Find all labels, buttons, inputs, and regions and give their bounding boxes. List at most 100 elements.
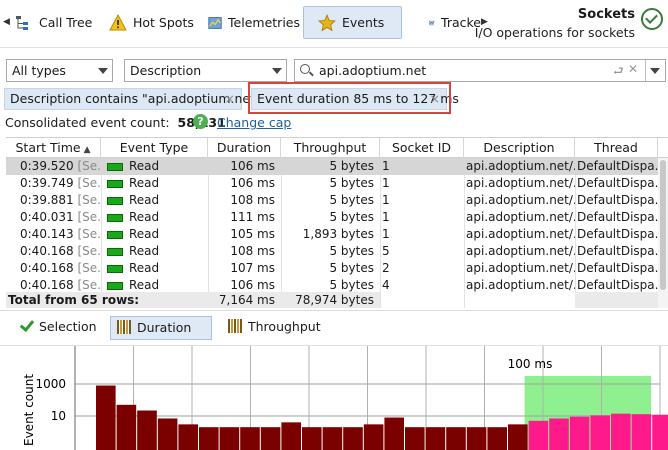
filter-chip-duration[interactable]: Event duration 85 ms to 127 ms × xyxy=(251,88,459,110)
column-header-description[interactable]: Description xyxy=(464,138,575,158)
histogram-bar[interactable] xyxy=(466,427,487,450)
filter-search-value: api.adoptium.net xyxy=(319,63,427,78)
start-time-tag: [Se... xyxy=(77,244,102,258)
histogram-bar[interactable] xyxy=(528,420,549,450)
table-row[interactable]: 0:39.881 [Se... Read 108 ms 5 bytes 1 api.ado… xyxy=(6,192,658,209)
cell-throughput: 1,893 bytes xyxy=(302,227,374,241)
histogram-bar[interactable] xyxy=(384,417,404,450)
view-tab-bar: ◀ Call Tree Hot Spots Telemetries Events… xyxy=(0,0,668,47)
column-header-thread[interactable]: Thread xyxy=(575,138,658,158)
cell-desc: api.adoptium.net/... xyxy=(466,193,575,207)
histogram-bar[interactable] xyxy=(302,427,322,450)
filter-chip-label: Event duration 85 ms to 127 ms xyxy=(257,91,459,106)
table-row[interactable]: 0:39.749 [Se... Read 106 ms 5 bytes 1 api.ado… xyxy=(6,175,658,192)
tab-call-tree[interactable]: Call Tree xyxy=(11,6,101,39)
histogram-bar[interactable] xyxy=(322,427,343,450)
event-type-color-icon xyxy=(107,231,123,239)
histogram-bar[interactable] xyxy=(343,427,363,450)
tab-telemetries[interactable]: Telemetries xyxy=(204,6,300,39)
histogram-bar[interactable] xyxy=(446,427,466,450)
column-header-socket-id[interactable]: Socket ID xyxy=(380,138,464,158)
table-row[interactable]: 0:40.168 [Se... Read 107 ms 5 bytes 2 api.ado… xyxy=(6,260,658,277)
total-duration: 7,164 ms xyxy=(218,293,275,307)
histogram-bar[interactable] xyxy=(425,427,446,450)
histogram-bar[interactable] xyxy=(508,424,528,450)
histogram-bar[interactable] xyxy=(405,427,425,450)
histogram-bar[interactable] xyxy=(199,427,219,450)
event-type-value: Read xyxy=(129,227,160,241)
toggle-duration[interactable]: Duration xyxy=(110,316,212,340)
cell-thread: DefaultDispa... xyxy=(577,244,658,258)
cell-thread: DefaultDispa... xyxy=(577,278,658,292)
y-axis-label: Event count xyxy=(22,374,36,446)
histogram-bar[interactable] xyxy=(178,424,198,450)
scroll-right-icon[interactable]: ▶ xyxy=(481,17,488,27)
column-header-event-type[interactable]: Event Type xyxy=(101,138,208,158)
histogram-bar[interactable] xyxy=(487,427,507,450)
histogram-bar[interactable] xyxy=(652,414,668,450)
table-header: Start Time ▲ Event Type Duration Throughp… xyxy=(6,138,668,158)
table-scrollbar[interactable] xyxy=(658,158,668,308)
remove-filter-icon[interactable]: × xyxy=(224,91,235,106)
column-header-start-time[interactable]: Start Time ▲ xyxy=(6,138,101,158)
scroll-left-icon[interactable]: ◀ xyxy=(3,17,10,27)
duration-histogram[interactable]: Event count 1000 10 100 ms xyxy=(0,346,668,450)
filter-chip-description[interactable]: Description contains "api.adoptium.net" … xyxy=(4,88,261,110)
histogram-bar[interactable] xyxy=(116,404,137,450)
remove-filter-icon[interactable]: × xyxy=(429,91,440,106)
histogram-bar[interactable] xyxy=(281,422,301,450)
toggle-selection[interactable]: Selection xyxy=(14,316,100,340)
clear-search-icon[interactable]: ✕ xyxy=(628,62,639,76)
toggle-throughput[interactable]: Throughput xyxy=(222,316,321,340)
histogram-bar[interactable] xyxy=(96,385,116,450)
cell-socket: 2 xyxy=(382,261,390,275)
table-row[interactable]: 0:39.520 [Se... Read 106 ms 5 bytes 1 api.ado… xyxy=(6,158,658,175)
table-row[interactable]: 0:40.031 [Se... Read 111 ms 5 bytes 1 api.ado… xyxy=(6,209,658,226)
column-header-duration[interactable]: Duration xyxy=(208,138,281,158)
histogram-bar[interactable] xyxy=(611,413,631,450)
tab-telemetries-label: Telemetries xyxy=(228,15,300,30)
change-cap-link[interactable]: Change cap xyxy=(217,115,292,130)
histogram-bar[interactable] xyxy=(569,416,590,450)
filter-search-input[interactable]: api.adoptium.net ⮐ ✕ xyxy=(294,59,666,82)
start-time-value: 0:40.031 xyxy=(20,210,74,224)
histogram-bar[interactable] xyxy=(631,414,652,450)
histogram-bar[interactable] xyxy=(137,410,157,450)
cell-throughput: 5 bytes xyxy=(329,244,374,258)
total-throughput: 78,974 bytes xyxy=(295,293,374,307)
scrollbar-thumb[interactable] xyxy=(660,160,666,290)
total-row-background xyxy=(281,292,380,308)
cell-event-type: Read xyxy=(101,158,208,175)
start-time-value: 0:40.143 xyxy=(20,227,74,241)
histogram-bar[interactable] xyxy=(363,424,384,450)
event-type-color-icon xyxy=(107,265,123,273)
event-type-select[interactable]: All types xyxy=(6,59,113,82)
histogram-icon xyxy=(117,320,131,334)
filter-field-select[interactable]: Description xyxy=(124,59,287,82)
tab-hot-spots[interactable]: Hot Spots xyxy=(105,6,201,39)
cell-event-type: Read xyxy=(101,260,208,277)
cell-duration: 106 ms xyxy=(230,159,275,173)
divider xyxy=(645,60,646,81)
table-total-row: Total from 65 rows: 7,164 ms 78,974 byte… xyxy=(6,292,658,308)
histogram-bar[interactable] xyxy=(157,418,178,450)
table-row[interactable]: 0:40.168 [Se... Read 108 ms 5 bytes 5 api.ado… xyxy=(6,243,658,260)
histogram-bar[interactable] xyxy=(219,427,240,450)
histogram-bar[interactable] xyxy=(240,427,260,450)
column-header-throughput[interactable]: Throughput xyxy=(281,138,380,158)
table-row[interactable]: 0:40.143 [Se... Read 105 ms 1,893 bytes 1 api… xyxy=(6,226,658,243)
event-type-color-icon xyxy=(107,248,123,256)
table-row[interactable]: 0:40.168 [Se... Read 106 ms 5 bytes 4 api.ado… xyxy=(6,277,658,294)
histogram-bar[interactable] xyxy=(590,415,610,450)
event-type-color-icon xyxy=(107,163,123,171)
histogram-bar[interactable] xyxy=(260,427,281,450)
histogram-bar[interactable] xyxy=(549,418,569,450)
search-history-dropdown-icon[interactable] xyxy=(650,68,660,74)
cell-event-type: Read xyxy=(101,209,208,226)
help-icon[interactable]: ? xyxy=(193,114,208,129)
cell-thread: DefaultDispa... xyxy=(577,159,658,173)
tab-tracker[interactable]: Tracke xyxy=(425,6,481,39)
tab-events[interactable]: Events xyxy=(303,6,402,39)
apply-filter-icon[interactable]: ⮐ xyxy=(613,64,624,78)
column-divider xyxy=(464,158,465,308)
